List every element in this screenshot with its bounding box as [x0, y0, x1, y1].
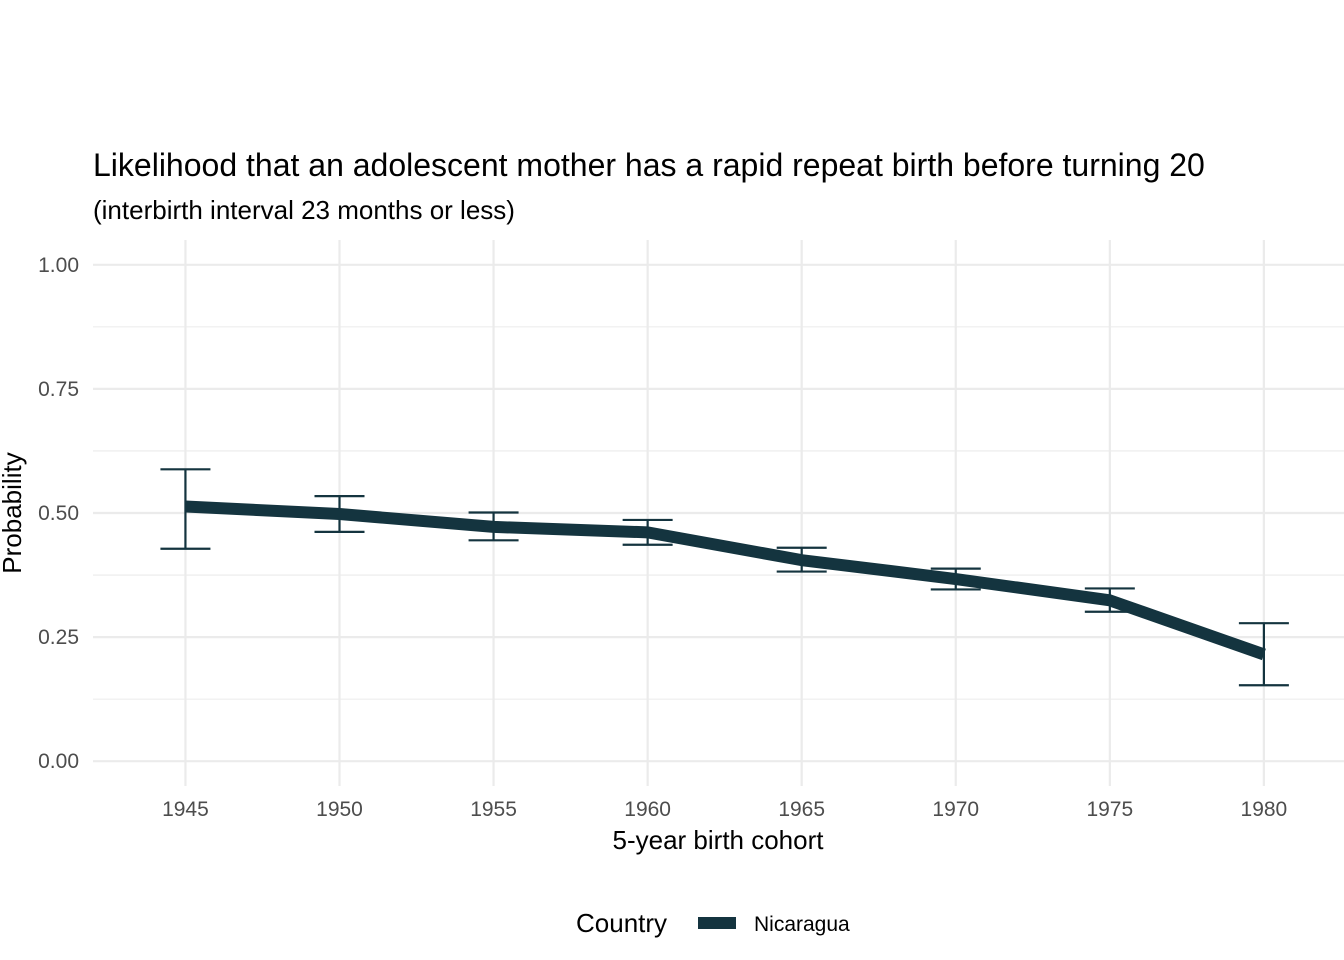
y-tick-label: 0.25 [38, 626, 79, 649]
chart-subtitle: (interbirth interval 23 months or less) [93, 195, 515, 225]
y-tick-label: 1.00 [38, 254, 79, 277]
y-axis-ticks: 0.00 0.25 0.50 0.75 1.00 [38, 254, 79, 773]
x-tick-label: 1960 [624, 798, 671, 821]
x-axis-title: 5-year birth cohort [613, 825, 825, 855]
series-line [185, 500, 1266, 661]
legend-title: Country [576, 908, 667, 938]
x-tick-label: 1955 [470, 798, 517, 821]
legend: Country Nicaragua [576, 908, 850, 938]
y-tick-label: 0.50 [38, 502, 79, 525]
x-tick-label: 1975 [1086, 798, 1133, 821]
x-axis-ticks: 1945 1950 1955 1960 1965 1970 1975 1980 [162, 798, 1287, 821]
x-tick-label: 1945 [162, 798, 209, 821]
series-lines [185, 500, 1266, 661]
legend-item: Nicaragua [698, 913, 850, 936]
y-axis-title: Probability [0, 452, 27, 573]
x-tick-label: 1950 [316, 798, 363, 821]
error-bars [160, 468, 1289, 687]
chart-title: Likelihood that an adolescent mother has… [93, 147, 1205, 183]
y-tick-label: 0.75 [38, 378, 79, 401]
legend-items: Nicaragua [698, 913, 850, 936]
legend-label: Nicaragua [754, 913, 850, 936]
x-tick-label: 1965 [778, 798, 825, 821]
x-tick-label: 1980 [1241, 798, 1288, 821]
y-tick-label: 0.00 [38, 750, 79, 773]
x-tick-label: 1970 [932, 798, 979, 821]
